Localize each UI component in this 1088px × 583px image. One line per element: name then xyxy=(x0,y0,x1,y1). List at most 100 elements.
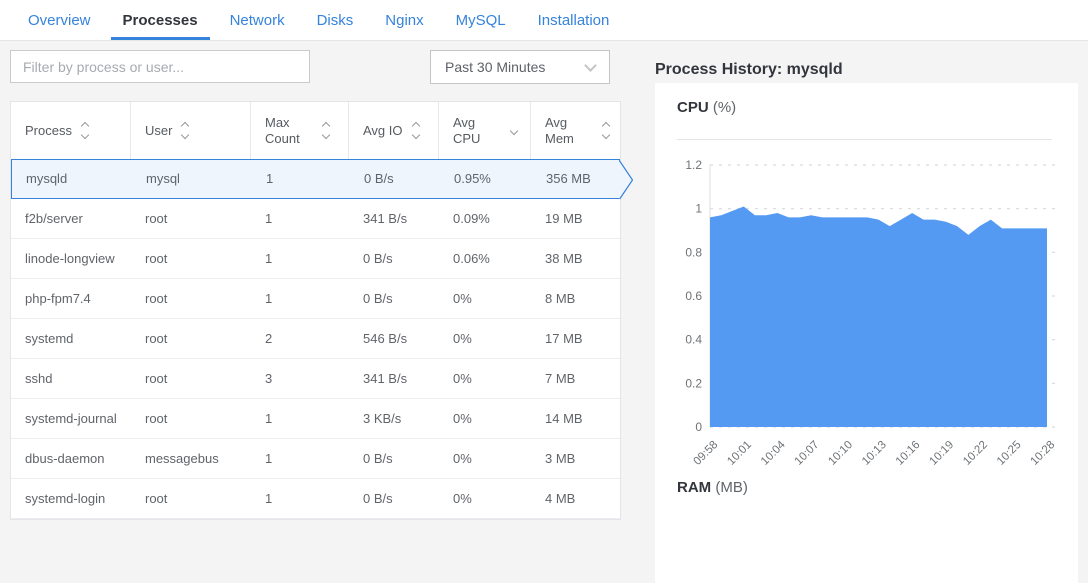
column-header-avg-cpu[interactable]: Avg CPU xyxy=(439,102,531,159)
cell-process: php-fpm7.4 xyxy=(25,290,91,306)
column-header-max-count[interactable]: Max Count xyxy=(251,102,349,159)
svg-text:0.8: 0.8 xyxy=(685,245,702,259)
cell-avg_cpu: 0% xyxy=(453,370,472,386)
tab-overview[interactable]: Overview xyxy=(28,11,91,29)
cell-process: dbus-daemon xyxy=(25,450,105,466)
cell-user: root xyxy=(145,330,168,346)
cell-user: root xyxy=(145,290,168,306)
column-label: User xyxy=(145,122,173,138)
cell-user: root xyxy=(145,250,168,266)
table-row-systemd[interactable]: systemd root 2 546 B/s 0% 17 MB xyxy=(11,319,620,359)
tab-network[interactable]: Network xyxy=(229,11,285,29)
svg-text:10:01: 10:01 xyxy=(725,439,754,468)
cell-max_count: 1 xyxy=(266,171,274,186)
cell-max_count: 1 xyxy=(265,290,273,306)
svg-text:10:22: 10:22 xyxy=(961,439,990,468)
svg-text:10:13: 10:13 xyxy=(860,439,889,468)
cell-user: root xyxy=(145,370,168,386)
cell-process: mysqld xyxy=(26,171,68,186)
svg-text:0.4: 0.4 xyxy=(685,333,702,347)
cell-avg_cpu: 0.95% xyxy=(454,171,491,186)
tab-installation[interactable]: Installation xyxy=(537,11,610,29)
table-row-linode-longview[interactable]: linode-longview root 1 0 B/s 0.06% 38 MB xyxy=(11,239,620,279)
cell-avg_cpu: 0% xyxy=(453,490,472,506)
table-row-f2b/server[interactable]: f2b/server root 1 341 B/s 0.09% 19 MB xyxy=(11,199,620,239)
svg-text:10:25: 10:25 xyxy=(995,439,1024,468)
time-range-select[interactable]: Past 30 Minutes xyxy=(430,50,610,84)
cell-max_count: 1 xyxy=(265,490,273,506)
tab-processes[interactable]: Processes xyxy=(110,0,210,40)
selected-row-arrow xyxy=(619,159,634,201)
cell-max_count: 1 xyxy=(265,210,273,226)
svg-text:10:10: 10:10 xyxy=(826,439,855,468)
cell-user: root xyxy=(145,210,168,226)
sort-desc-icon xyxy=(509,126,519,135)
table-row-sshd[interactable]: sshd root 3 341 B/s 0% 7 MB xyxy=(11,359,620,399)
tab-mysql[interactable]: MySQL xyxy=(455,11,506,29)
cell-avg_io: 0 B/s xyxy=(363,290,393,306)
svg-text:1: 1 xyxy=(695,202,702,216)
cell-avg_io: 0 B/s xyxy=(363,450,393,466)
cell-process: linode-longview xyxy=(25,250,115,266)
cell-avg_io: 546 B/s xyxy=(363,330,408,346)
process-table: Process User Max Count Avg IO Avg CPU Avg Mem… xyxy=(10,101,634,520)
tab-nginx[interactable]: Nginx xyxy=(385,11,424,29)
process-history-card: CPU (%) 0 0.2 0.4 0.6 0.8 1 1.2 09:58 10:01 10:04… xyxy=(655,83,1078,583)
tab-bar: Overview Processes Network Disks Nginx MySQL I… xyxy=(0,0,1088,41)
cell-avg_io: 341 B/s xyxy=(363,210,408,226)
table-row-systemd-login[interactable]: systemd-login root 1 0 B/s 0% 4 MB xyxy=(11,479,620,519)
svg-text:10:19: 10:19 xyxy=(927,439,956,468)
table-row-dbus-daemon[interactable]: dbus-daemon messagebus 1 0 B/s 0% 3 MB xyxy=(11,439,620,479)
filter-input[interactable] xyxy=(10,50,310,83)
svg-text:0.6: 0.6 xyxy=(685,289,702,303)
column-header-process[interactable]: Process xyxy=(11,102,131,159)
column-header-avg-mem[interactable]: Avg Mem xyxy=(531,102,620,159)
cell-avg_cpu: 0.06% xyxy=(453,250,490,266)
cell-avg_mem: 3 MB xyxy=(545,450,576,466)
cell-user: root xyxy=(145,410,168,426)
table-row-php-fpm7.4[interactable]: php-fpm7.4 root 1 0 B/s 0% 8 MB xyxy=(11,279,620,319)
sort-icon xyxy=(411,121,420,140)
cell-avg_mem: 356 MB xyxy=(546,171,591,186)
table-row-systemd-journal[interactable]: systemd-journal root 1 3 KB/s 0% 14 MB xyxy=(11,399,620,439)
ram-chart-title: RAM (MB) xyxy=(677,479,748,496)
column-label: Process xyxy=(25,122,72,138)
svg-text:10:04: 10:04 xyxy=(759,438,788,467)
svg-text:0.2: 0.2 xyxy=(685,376,702,390)
cell-avg_io: 0 B/s xyxy=(363,490,393,506)
sort-icon xyxy=(321,121,331,140)
cpu-chart-title-main: CPU xyxy=(677,99,709,116)
divider xyxy=(677,139,1052,140)
svg-text:09:58: 09:58 xyxy=(692,439,721,468)
column-header-user[interactable]: User xyxy=(131,102,251,159)
sort-icon xyxy=(601,121,611,140)
cell-avg_mem: 7 MB xyxy=(545,370,576,386)
sort-icon xyxy=(181,121,190,140)
column-label: Avg IO xyxy=(363,122,403,138)
svg-text:10:16: 10:16 xyxy=(894,439,923,468)
cell-avg_mem: 17 MB xyxy=(545,330,583,346)
column-header-avg-io[interactable]: Avg IO xyxy=(349,102,439,159)
time-range-value: Past 30 Minutes xyxy=(445,59,546,75)
cell-avg_io: 341 B/s xyxy=(363,370,408,386)
column-label: Max Count xyxy=(265,114,300,146)
cell-process: f2b/server xyxy=(25,210,83,226)
cell-avg_io: 3 KB/s xyxy=(363,410,402,426)
cell-max_count: 1 xyxy=(265,410,273,426)
column-label: Avg Mem xyxy=(545,114,574,146)
table-body: mysqld mysql 1 0 B/s 0.95% 356 MB f2b/server ro… xyxy=(11,159,634,519)
cell-user: messagebus xyxy=(145,450,219,466)
cpu-area-chart: 00.20.40.60.811.209:58 10:01 10:04 10:07 10:… xyxy=(685,158,1061,468)
column-label: Avg CPU xyxy=(453,114,481,146)
table-row-mysqld[interactable]: mysqld mysql 1 0 B/s 0.95% 356 MB xyxy=(11,159,634,201)
svg-text:10:07: 10:07 xyxy=(793,439,822,468)
chevron-down-icon xyxy=(584,58,597,72)
ram-chart-title-unit: (MB) xyxy=(715,479,748,496)
cell-user: root xyxy=(145,490,168,506)
table-header: Process User Max Count Avg IO Avg CPU Avg Mem xyxy=(11,102,620,159)
cell-user: mysql xyxy=(146,171,180,186)
panel-title: Process History: mysqld xyxy=(655,61,843,79)
cell-avg_io: 0 B/s xyxy=(363,250,393,266)
cell-avg_io: 0 B/s xyxy=(364,171,394,186)
tab-disks[interactable]: Disks xyxy=(316,11,354,29)
